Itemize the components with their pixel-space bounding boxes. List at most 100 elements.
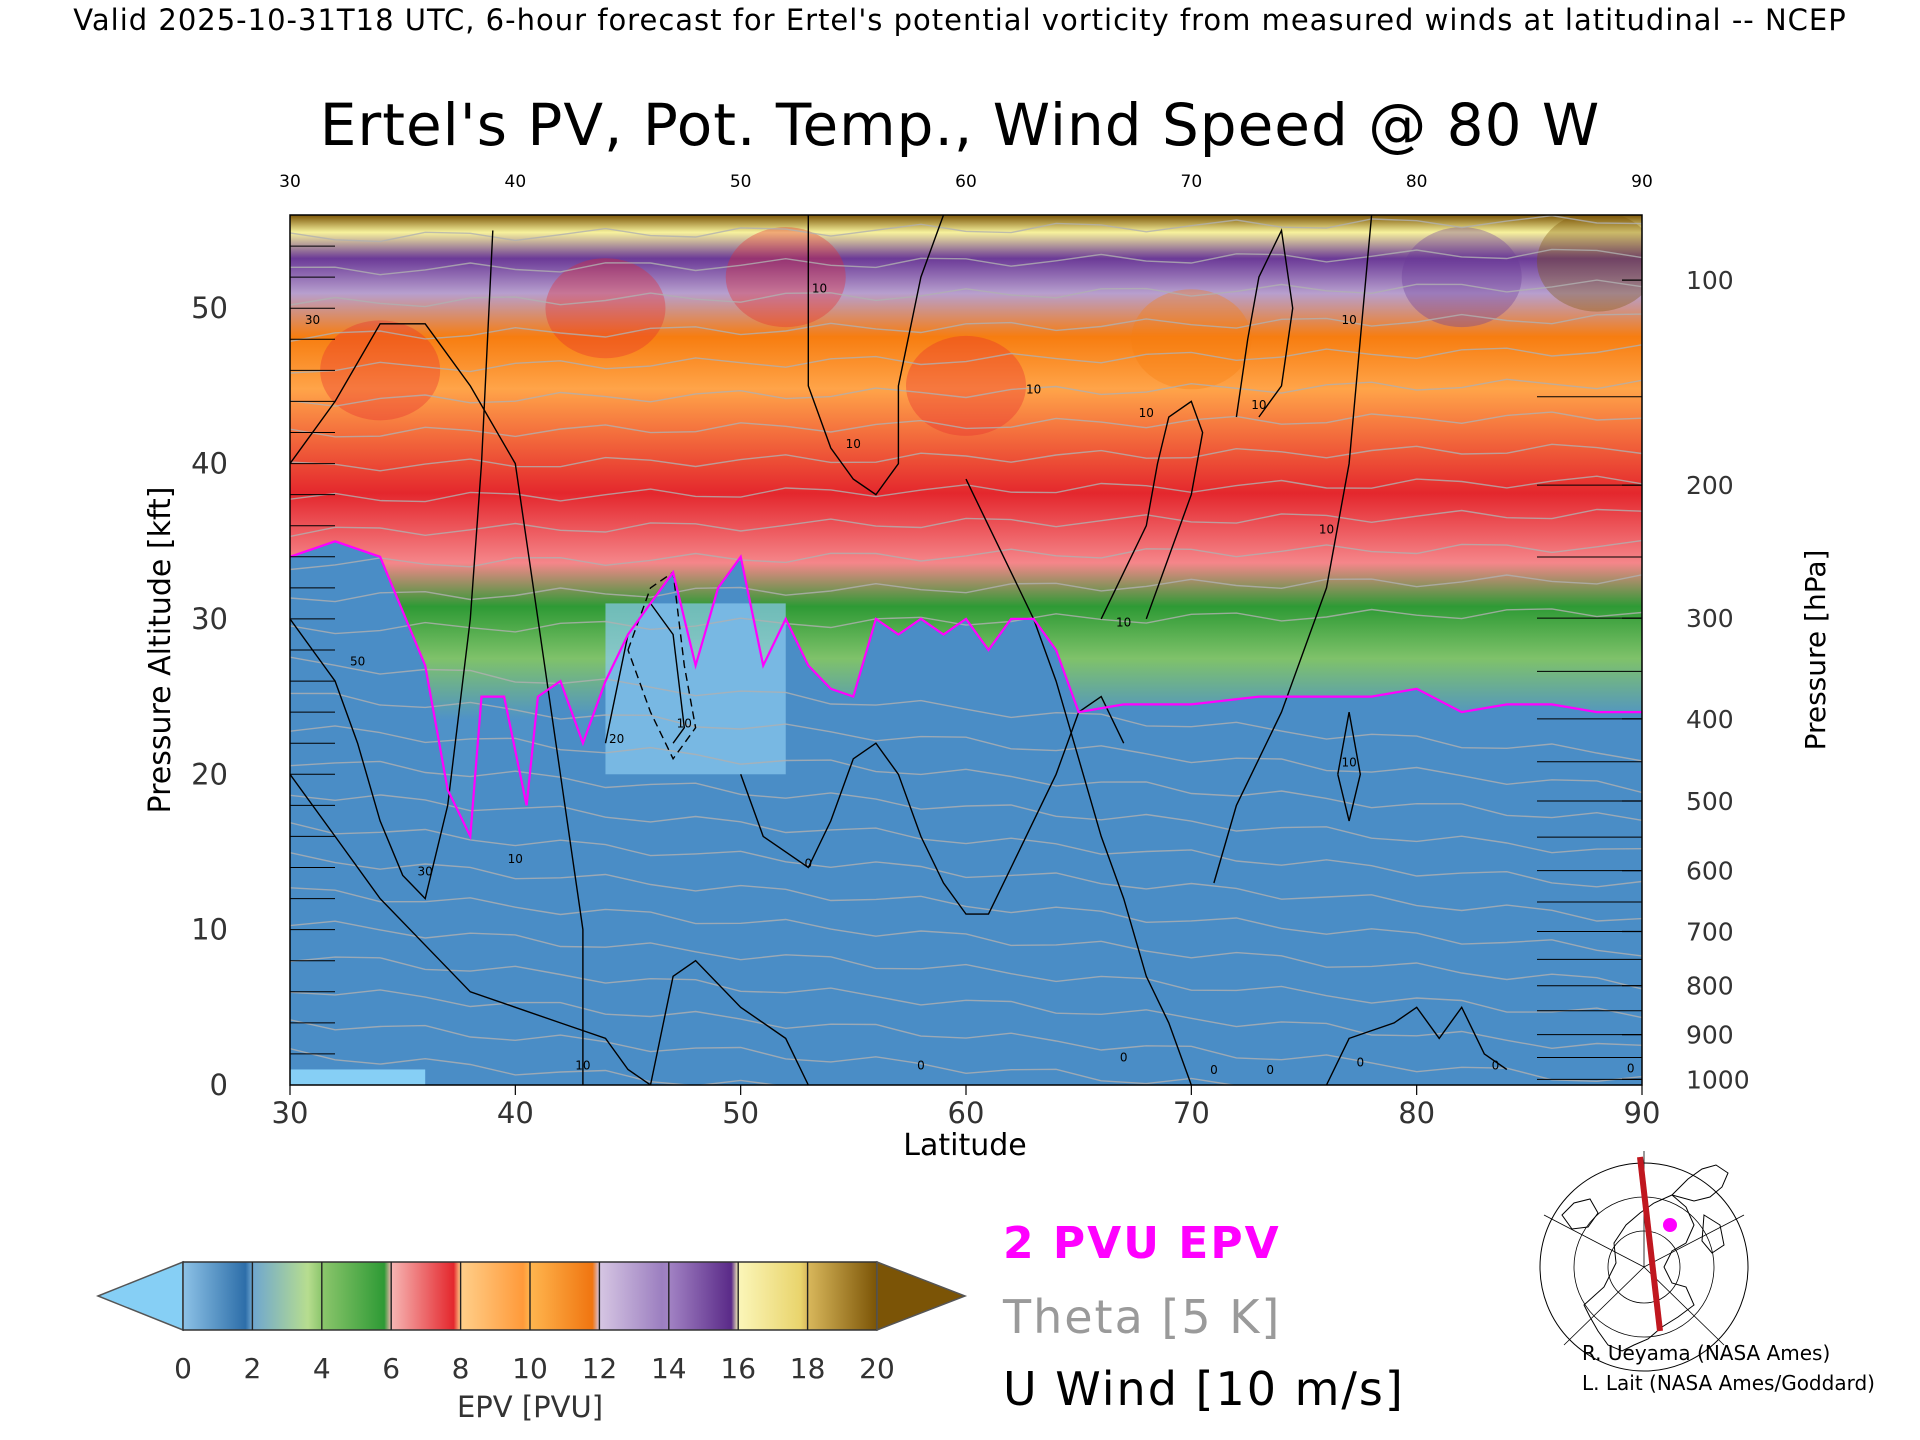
- legend-theta: Theta [5 K]: [1003, 1290, 1282, 1344]
- x-top-tick-label: 80: [1406, 172, 1428, 192]
- epv-lobe: [545, 258, 666, 359]
- wind-contour-label: 10: [508, 852, 523, 866]
- pressure-tick-label: 300: [1686, 604, 1734, 633]
- colorbar-tick-label: 6: [382, 1352, 400, 1385]
- epv-lobe: [320, 320, 441, 421]
- theta-contour-line: [290, 1019, 1237, 1085]
- map-location-marker: [1663, 1218, 1677, 1232]
- colorbar-tick-label: 0: [174, 1352, 192, 1385]
- colorbar-high-arrow: [876, 1260, 968, 1332]
- y-tick-label: 50: [191, 291, 228, 325]
- pressure-tick-label: 100: [1686, 266, 1734, 295]
- theta-contour-line: [290, 608, 1642, 635]
- map-cross-section-track: [1637, 1156, 1663, 1332]
- locator-map: [1539, 1151, 1749, 1372]
- wind-contour-label: 0: [917, 1059, 925, 1073]
- wind-contour-label: 10: [1116, 616, 1131, 630]
- wind-contour-label: 0: [1492, 1059, 1500, 1073]
- wind-contour-line: [290, 323, 584, 1085]
- wind-contour-label: 10: [1341, 756, 1356, 770]
- pressure-tick-label: 900: [1686, 1021, 1734, 1050]
- y-tick-label: 20: [191, 757, 228, 791]
- colorbar-low-arrow: [95, 1260, 184, 1332]
- colorbar-tick-label: 2: [243, 1352, 261, 1385]
- theta-contour-line: [290, 378, 1642, 407]
- x-tick-label: 70: [1173, 1096, 1210, 1130]
- wind-contour-label: 0: [1210, 1063, 1218, 1077]
- wind-contour-line: [807, 215, 945, 496]
- epv-lobe: [1401, 227, 1522, 328]
- axes: 3030404050506060707080809090010203040501…: [191, 172, 1750, 1130]
- theta-contour-line: [290, 725, 1642, 821]
- colorbar-tick-label: 14: [651, 1352, 687, 1385]
- wind-contours: [290, 215, 1508, 1085]
- theta-contour-line: [290, 313, 1642, 343]
- colorbar-tick-label: 12: [582, 1352, 618, 1385]
- wind-contour-label: 10: [846, 437, 861, 451]
- pressure-tick-label: 800: [1686, 972, 1734, 1001]
- forecast-valid-line: Valid 2025-10-31T18 UTC, 6-hour forecast…: [73, 3, 1847, 37]
- theta-contour-line: [290, 475, 1642, 503]
- theta-contour-line: [290, 852, 1642, 957]
- x-top-tick-label: 50: [730, 172, 752, 192]
- wind-contour-label: 20: [609, 732, 624, 746]
- colorbar-tick-label: 10: [512, 1352, 548, 1385]
- wind-contour-label: 10: [677, 717, 692, 731]
- theta-contour-line: [290, 279, 1642, 308]
- wind-contour-label: 50: [350, 655, 365, 669]
- theta-contour-line: [290, 920, 1642, 1019]
- y-tick-label: 0: [210, 1068, 228, 1102]
- map-coastline: [1701, 1214, 1725, 1254]
- theta-contour-line: [290, 248, 1642, 276]
- theta-contour-line: [290, 956, 1642, 1050]
- wind-contour-line: [649, 959, 809, 1085]
- wind-contour-line: [1213, 215, 1373, 884]
- epv-lobe: [1131, 289, 1252, 390]
- wind-contour-easterly: [627, 571, 697, 761]
- pressure-tick-label: 200: [1686, 471, 1734, 500]
- colorbar-tick-label: 4: [313, 1352, 331, 1385]
- x-top-tick-label: 30: [279, 172, 301, 192]
- y-tick-label: 10: [191, 913, 228, 947]
- colorbar-tick-label: 8: [452, 1352, 470, 1385]
- credit-line-2: L. Lait (NASA Ames/Goddard): [1582, 1371, 1875, 1395]
- x-top-tick-label: 70: [1181, 172, 1203, 192]
- wind-contour-label: 10: [575, 1059, 590, 1073]
- pressure-tick-label: 1000: [1686, 1065, 1750, 1094]
- pv-2pvu-contour: [290, 540, 1642, 841]
- x-tick-label: 50: [722, 1096, 759, 1130]
- wind-contour-label: 30: [305, 313, 320, 327]
- wind-contour-label: 10: [812, 282, 827, 296]
- wind-contour-line: [290, 773, 651, 1085]
- pv-2pvu-line: [290, 540, 1642, 841]
- colorbar: 0 2 4 6 8 10 12 14 16 18 20 EPV [PVU]: [95, 1260, 968, 1424]
- wind-contour-line: [1325, 1005, 1508, 1085]
- theta-contour-line: [290, 692, 1642, 794]
- colorbar-tick-label: 20: [859, 1352, 895, 1385]
- wind-contour-line: [1100, 400, 1204, 620]
- x-tick-label: 80: [1398, 1096, 1435, 1130]
- x-tick-label: 60: [948, 1096, 985, 1130]
- x-axis-label: Latitude: [903, 1128, 1026, 1163]
- theta-contour-line: [290, 760, 1642, 854]
- epv-lobe: [725, 227, 846, 328]
- legend-u-wind: U Wind [10 m/s]: [1003, 1362, 1405, 1416]
- wind-contour-label: 10: [1251, 398, 1266, 412]
- pressure-tick-label: 400: [1686, 705, 1734, 734]
- x-tick-label: 90: [1624, 1096, 1661, 1130]
- theta-contours: [290, 215, 1642, 1085]
- credit-line-1: R. Ueyama (NASA Ames): [1582, 1341, 1831, 1365]
- map-coastline: [1561, 1198, 1599, 1230]
- x-top-tick-label: 40: [505, 172, 527, 192]
- wind-contour-label: 0: [1266, 1063, 1274, 1077]
- wind-contour-line: [740, 695, 1125, 915]
- map-coastline: [1671, 1164, 1729, 1202]
- y-axis-label: Pressure Altitude [kft]: [143, 487, 178, 814]
- wind-contour-label: 10: [1319, 523, 1334, 537]
- epv-lobe: [906, 335, 1026, 436]
- y-tick-label: 40: [191, 447, 228, 481]
- x-top-tick-label: 90: [1631, 172, 1653, 192]
- theta-contour-line: [290, 887, 1642, 990]
